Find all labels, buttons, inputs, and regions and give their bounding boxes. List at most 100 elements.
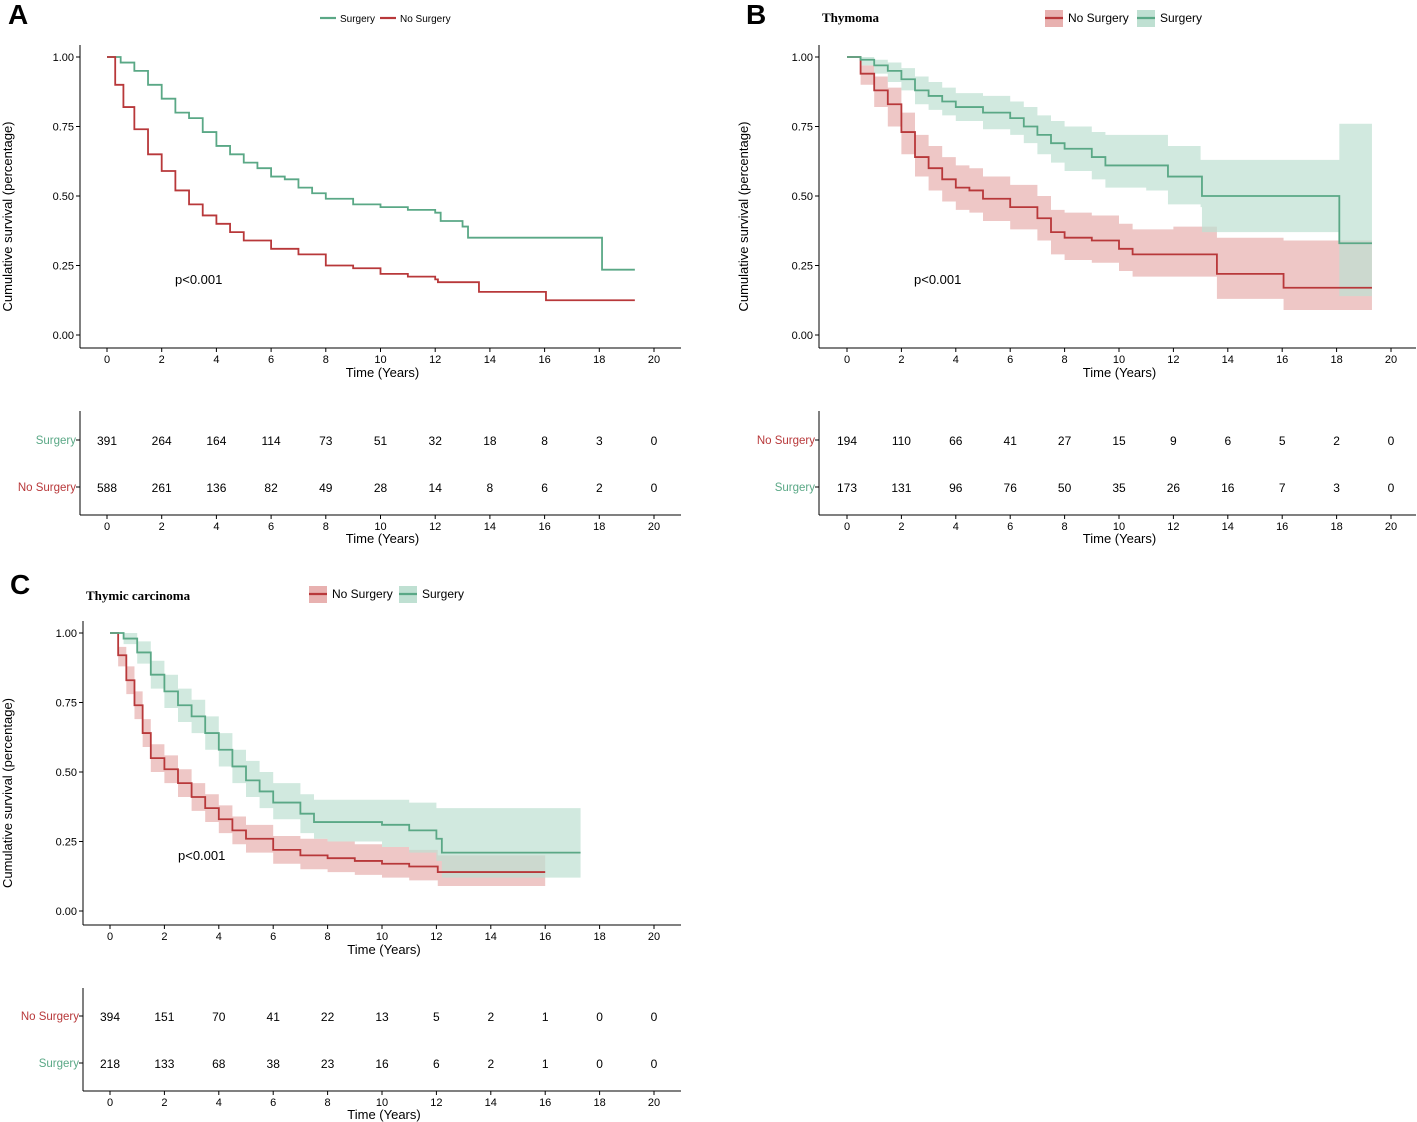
- risk-x-tick-label: 18: [593, 1097, 605, 1109]
- legend-item-surgery: Surgery: [1137, 10, 1202, 27]
- panel-letter: B: [746, 0, 766, 30]
- y-tick-label: 0.00: [56, 906, 77, 918]
- risk-x-tick-label: 14: [484, 521, 496, 533]
- x-tick-label: 14: [485, 931, 497, 943]
- risk-count: 2: [487, 1010, 494, 1024]
- risk-count: 394: [100, 1010, 120, 1024]
- risk-count: 35: [1112, 481, 1126, 495]
- risk-row-label: Surgery: [775, 482, 816, 494]
- risk-x-tick-label: 2: [161, 1097, 167, 1109]
- y-tick-label: 1.00: [56, 628, 77, 640]
- risk-count: 0: [651, 434, 658, 448]
- risk-count: 588: [97, 481, 117, 495]
- risk-x-tick-label: 16: [1276, 521, 1288, 533]
- x-tick-label: 20: [648, 931, 660, 943]
- risk-x-tick-label: 14: [485, 1097, 497, 1109]
- risk-count: 164: [206, 434, 226, 448]
- risk-count: 7: [1279, 481, 1286, 495]
- risk-x-tick-label: 20: [1385, 521, 1397, 533]
- y-tick-label: 0.25: [792, 261, 813, 273]
- panel-c: C Thymic carcinoma No Surgery Surgery 0.00 0.…: [0, 569, 681, 1122]
- x-tick-label: 18: [593, 354, 605, 366]
- ci-band-no-surgery: [110, 633, 546, 886]
- risk-x-tick-label: 20: [648, 1097, 660, 1109]
- risk-count: 6: [433, 1057, 440, 1071]
- legend-item-surgery: Surgery: [320, 14, 375, 25]
- y-tick-label: 0.00: [792, 330, 813, 342]
- survival-curve-no-surgery: [110, 632, 546, 873]
- risk-count: 28: [374, 481, 388, 495]
- x-tick-label: 6: [270, 931, 276, 943]
- x-tick-label: 10: [374, 354, 386, 366]
- risk-count: 218: [100, 1057, 120, 1071]
- risk-count: 0: [651, 1010, 658, 1024]
- risk-x-tick-label: 6: [1007, 521, 1013, 533]
- x-tick-label: 18: [593, 931, 605, 943]
- risk-count: 82: [264, 481, 278, 495]
- x-tick-label: 8: [325, 931, 331, 943]
- legend-item-no-surgery: No Surgery: [380, 14, 451, 25]
- y-axis-label: Cumulative survival (percentage): [736, 121, 751, 311]
- risk-x-tick-label: 8: [323, 521, 329, 533]
- risk-count: 136: [206, 481, 226, 495]
- risk-count: 14: [429, 481, 443, 495]
- risk-count: 8: [541, 434, 548, 448]
- ci-band-surgery: [847, 57, 1372, 297]
- x-tick-label: 20: [648, 354, 660, 366]
- x-axis-label: Time (Years): [347, 942, 420, 957]
- x-tick-label: 6: [268, 354, 274, 366]
- x-tick-label: 8: [323, 354, 329, 366]
- risk-x-tick-label: 2: [898, 521, 904, 533]
- risk-count: 0: [651, 1057, 658, 1071]
- risk-count: 2: [487, 1057, 494, 1071]
- risk-count: 38: [267, 1057, 281, 1071]
- legend-label: Surgery: [422, 587, 464, 601]
- risk-count: 151: [154, 1010, 174, 1024]
- risk-count: 73: [319, 434, 333, 448]
- x-tick-label: 8: [1062, 354, 1068, 366]
- risk-x-tick-label: 0: [844, 521, 850, 533]
- risk-count: 0: [1388, 434, 1395, 448]
- panel-a: A Surgery No Surgery 0.00 0.25 0.50 0.75 1.00 0 2…: [0, 0, 681, 546]
- x-tick-label: 6: [1007, 354, 1013, 366]
- legend-label: No Surgery: [400, 14, 451, 25]
- risk-count: 76: [1004, 481, 1018, 495]
- legend-label: Surgery: [340, 14, 375, 25]
- risk-count: 27: [1058, 434, 1072, 448]
- risk-row-label: Surgery: [36, 435, 77, 447]
- risk-row-label: No Surgery: [18, 482, 76, 494]
- x-tick-label: 10: [376, 931, 388, 943]
- risk-x-tick-label: 16: [539, 1097, 551, 1109]
- x-tick-label: 12: [1167, 354, 1179, 366]
- risk-count: 114: [262, 434, 281, 448]
- y-tick-label: 0.50: [56, 767, 77, 779]
- x-tick-label: 2: [898, 354, 904, 366]
- risk-count: 68: [212, 1057, 226, 1071]
- risk-x-tick-label: 4: [213, 521, 219, 533]
- risk-count: 264: [152, 434, 172, 448]
- risk-count: 0: [596, 1010, 603, 1024]
- x-axis-label: Time (Years): [1083, 365, 1156, 380]
- risk-x-tick-label: 4: [216, 1097, 222, 1109]
- x-tick-label: 16: [539, 931, 551, 943]
- y-tick-label: 0.75: [792, 122, 813, 134]
- x-tick-label: 12: [429, 354, 441, 366]
- risk-count: 0: [651, 481, 658, 495]
- risk-count: 13: [375, 1010, 389, 1024]
- risk-count: 8: [487, 481, 494, 495]
- risk-count: 194: [837, 434, 857, 448]
- x-tick-label: 0: [107, 931, 113, 943]
- legend-label: No Surgery: [332, 587, 393, 601]
- x-tick-label: 18: [1330, 354, 1342, 366]
- risk-x-tick-label: 8: [1062, 521, 1068, 533]
- x-tick-label: 16: [1276, 354, 1288, 366]
- y-axis-label: Cumulative survival (percentage): [0, 121, 15, 311]
- p-value: p<0.001: [178, 848, 225, 863]
- legend-item-surgery: Surgery: [399, 586, 464, 603]
- chart-title: Thymoma: [822, 10, 880, 25]
- risk-count: 66: [949, 434, 963, 448]
- risk-x-tick-label: 10: [374, 521, 386, 533]
- risk-x-tick-label: 6: [270, 1097, 276, 1109]
- y-tick-label: 0.75: [53, 122, 74, 134]
- risk-x-axis-label: Time (Years): [347, 1107, 420, 1122]
